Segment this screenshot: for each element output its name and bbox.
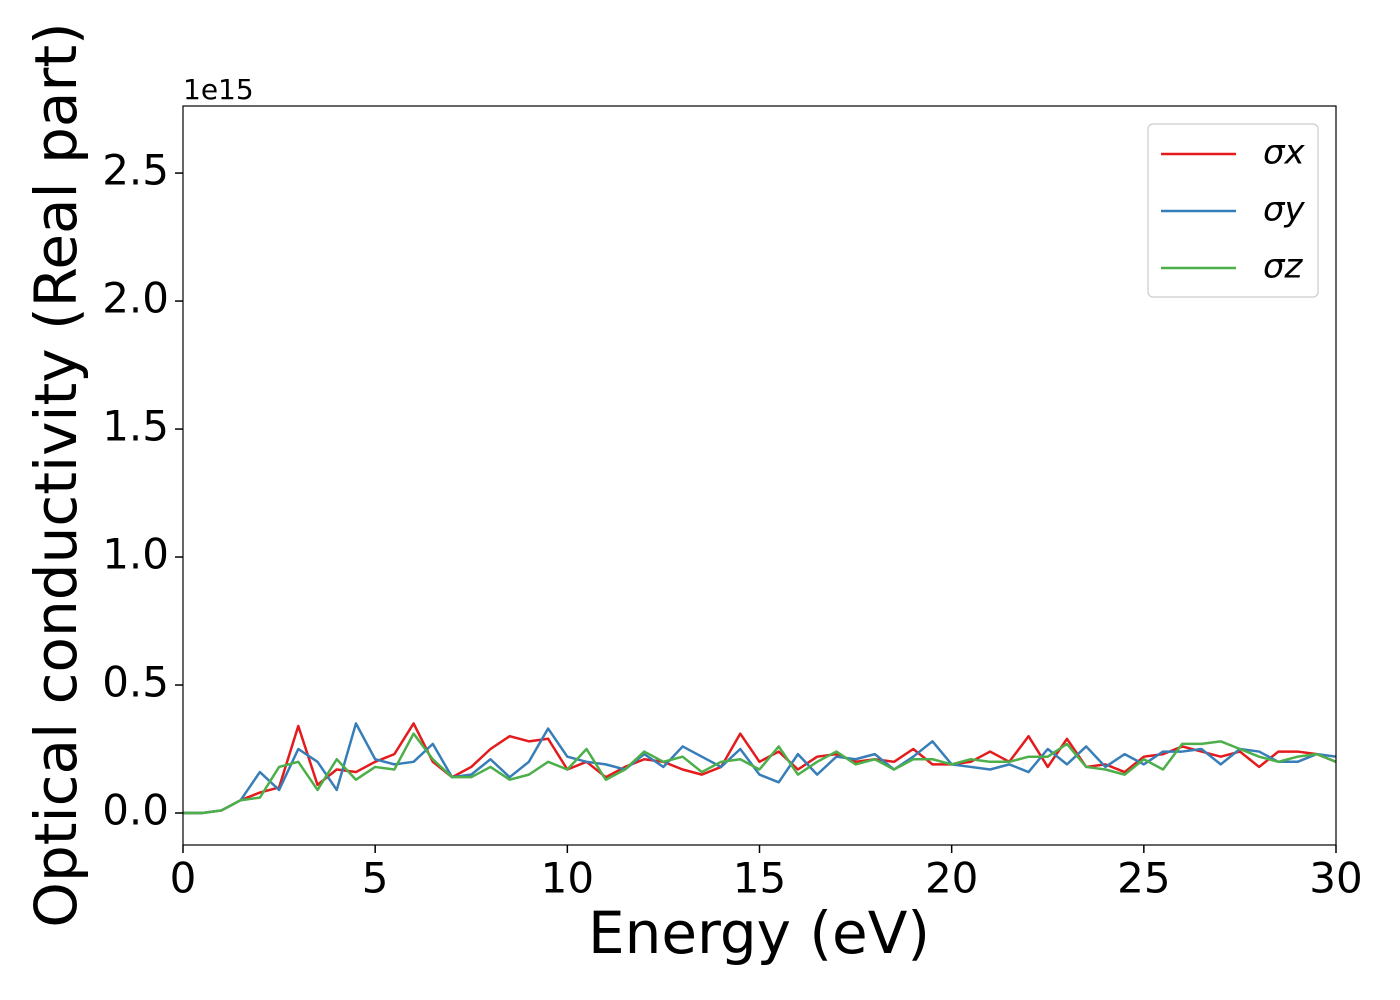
axes-frame bbox=[182, 105, 1337, 846]
y-offset-label: 1e15 bbox=[183, 73, 254, 106]
y-tick-label: 0.5 bbox=[102, 658, 169, 707]
y-tick-label: 0.0 bbox=[102, 786, 169, 835]
plot-area bbox=[183, 722, 1336, 815]
legend-label: σx bbox=[1263, 133, 1306, 173]
x-axis-label: Energy (eV) bbox=[588, 899, 930, 967]
y-tick-label: 1.0 bbox=[102, 530, 169, 579]
x-tick-label: 0 bbox=[170, 854, 197, 903]
x-tick-label: 20 bbox=[925, 854, 978, 903]
y-tick-label: 2.5 bbox=[102, 146, 169, 195]
series-line bbox=[183, 722, 1336, 815]
series-line bbox=[183, 722, 1336, 815]
y-axis-label: Optical conductivity (Real part) bbox=[22, 22, 90, 927]
series-line bbox=[183, 732, 1336, 815]
legend-label: σy bbox=[1263, 190, 1306, 230]
y-tick-label: 2.0 bbox=[102, 274, 169, 323]
x-tick-label: 10 bbox=[541, 854, 594, 903]
x-tick-label: 5 bbox=[362, 854, 389, 903]
legend-label: σz bbox=[1263, 247, 1304, 287]
x-tick-label: 30 bbox=[1309, 854, 1362, 903]
y-tick-label: 1.5 bbox=[102, 402, 169, 451]
x-tick-label: 15 bbox=[733, 854, 786, 903]
x-tick-label: 25 bbox=[1117, 854, 1170, 903]
